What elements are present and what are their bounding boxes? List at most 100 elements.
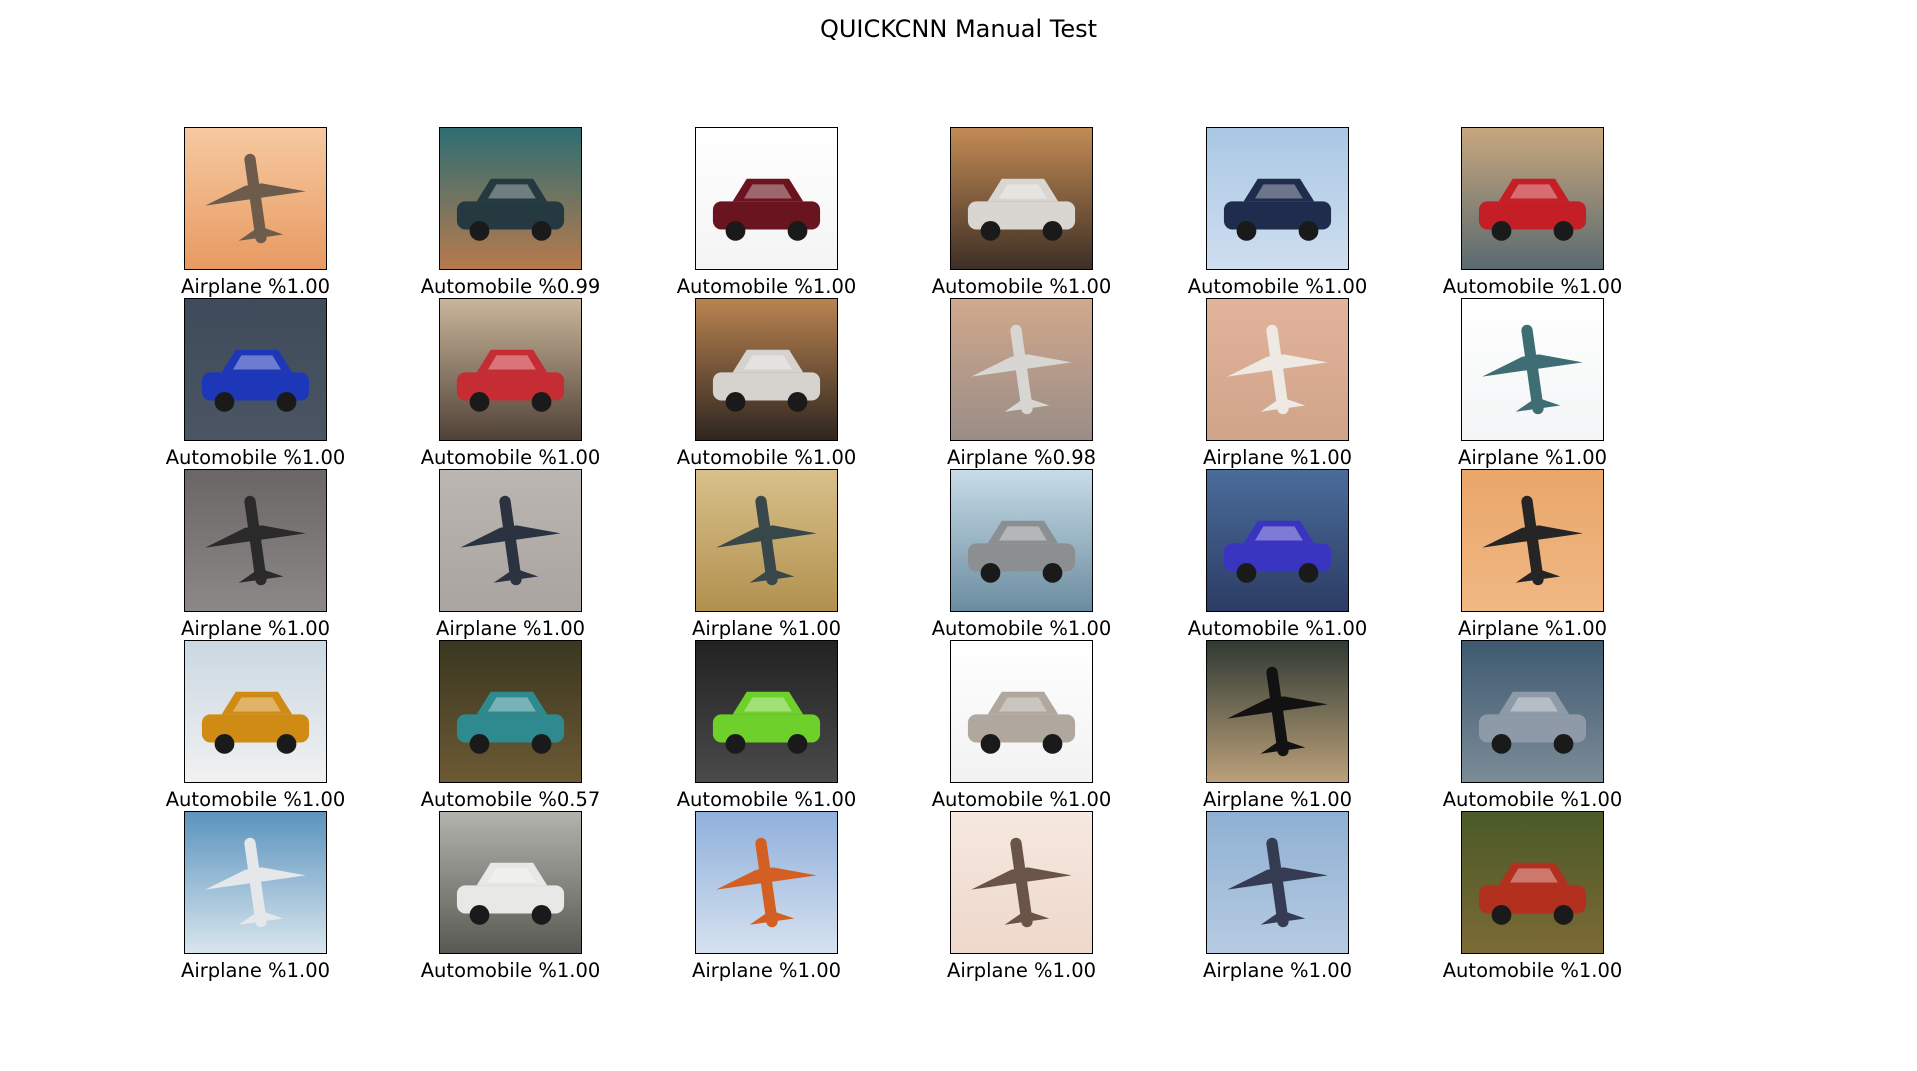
car-shape [967, 691, 1076, 754]
thumbnail-image [950, 640, 1093, 783]
thumbnail-image [695, 469, 838, 612]
thumbnail-image [1206, 127, 1349, 270]
car-shape [1478, 862, 1587, 925]
thumbnail-image [695, 298, 838, 441]
thumbnail-image [184, 469, 327, 612]
grid-cell: Automobile %1.00 [858, 469, 1158, 644]
airplane-shape [971, 324, 1072, 415]
airplane-shape [1227, 324, 1328, 415]
car-shape [712, 178, 821, 241]
grid-cell: Automobile %1.00 [1369, 127, 1669, 302]
car-shape [201, 349, 310, 412]
thumbnail-image [1461, 127, 1604, 270]
grid-cell: Automobile %0.57 [347, 640, 647, 815]
grid-cell: Airplane %1.00 [1114, 811, 1414, 986]
grid-cell: Automobile %1.00 [603, 298, 903, 473]
prediction-label: Airplane %1.00 [1457, 446, 1608, 469]
airplane-shape [716, 495, 817, 586]
thumbnail-image [695, 640, 838, 783]
thumbnail-image [1461, 469, 1604, 612]
car-shape [201, 691, 310, 754]
grid-cell: Airplane %1.00 [92, 469, 392, 644]
grid-cell: Airplane %1.00 [1114, 298, 1414, 473]
thumbnail-image [439, 640, 582, 783]
grid-cell: Airplane %1.00 [1369, 469, 1669, 644]
thumbnail-image [184, 811, 327, 954]
prediction-label: Airplane %1.00 [1202, 446, 1353, 469]
grid-cell: Airplane %0.98 [858, 298, 1158, 473]
thumbnail-image [1206, 640, 1349, 783]
thumbnail-image [1206, 298, 1349, 441]
grid-cell: Automobile %1.00 [1369, 811, 1669, 986]
grid-cell: Automobile %1.00 [1114, 127, 1414, 302]
grid-cell: Automobile %1.00 [92, 640, 392, 815]
grid-cell: Automobile %1.00 [1369, 640, 1669, 815]
airplane-shape [205, 837, 306, 928]
prediction-label: Automobile %1.00 [165, 788, 346, 811]
grid-cell: Airplane %1.00 [603, 811, 903, 986]
prediction-label: Automobile %1.00 [1187, 275, 1368, 298]
grid-cell: Automobile %1.00 [603, 127, 903, 302]
airplane-shape [205, 495, 306, 586]
grid-cell: Automobile %1.00 [858, 127, 1158, 302]
car-shape [456, 178, 565, 241]
prediction-label: Airplane %1.00 [1202, 788, 1353, 811]
thumbnail-image [1206, 811, 1349, 954]
airplane-shape [971, 837, 1072, 928]
grid-cell: Automobile %1.00 [858, 640, 1158, 815]
prediction-label: Airplane %1.00 [691, 959, 842, 982]
prediction-label: Airplane %1.00 [435, 617, 586, 640]
car-shape [456, 349, 565, 412]
car-shape [1223, 520, 1332, 583]
thumbnail-image [1461, 298, 1604, 441]
grid-cell: Automobile %1.00 [347, 298, 647, 473]
prediction-label: Automobile %1.00 [420, 446, 601, 469]
thumbnail-image [695, 811, 838, 954]
thumbnail-image [184, 640, 327, 783]
car-shape [712, 691, 821, 754]
thumbnail-image [1461, 811, 1604, 954]
thumbnail-image [1461, 640, 1604, 783]
prediction-label: Airplane %1.00 [1457, 617, 1608, 640]
thumbnail-image [695, 127, 838, 270]
prediction-label: Automobile %0.99 [420, 275, 601, 298]
grid-cell: Airplane %1.00 [92, 811, 392, 986]
prediction-label: Airplane %1.00 [180, 617, 331, 640]
grid-cell: Automobile %0.99 [347, 127, 647, 302]
thumbnail-image [1206, 469, 1349, 612]
grid-cell: Airplane %1.00 [603, 469, 903, 644]
thumbnail-image [439, 298, 582, 441]
airplane-shape [716, 837, 817, 928]
prediction-label: Automobile %1.00 [931, 788, 1112, 811]
prediction-label: Automobile %1.00 [1442, 788, 1623, 811]
grid-cell: Automobile %1.00 [92, 298, 392, 473]
airplane-shape [205, 153, 306, 244]
airplane-shape [460, 495, 561, 586]
prediction-label: Airplane %1.00 [1202, 959, 1353, 982]
thumbnail-image [950, 298, 1093, 441]
thumbnail-image [184, 127, 327, 270]
car-shape [1478, 178, 1587, 241]
prediction-label: Airplane %1.00 [946, 959, 1097, 982]
car-shape [967, 520, 1076, 583]
prediction-label: Airplane %1.00 [691, 617, 842, 640]
car-shape [1223, 178, 1332, 241]
prediction-label: Airplane %1.00 [180, 959, 331, 982]
prediction-label: Automobile %0.57 [420, 788, 601, 811]
prediction-label: Automobile %1.00 [165, 446, 346, 469]
prediction-label: Automobile %1.00 [676, 275, 857, 298]
car-shape [456, 691, 565, 754]
airplane-shape [1227, 666, 1328, 757]
grid-cell: Automobile %1.00 [347, 811, 647, 986]
thumbnail-image [950, 469, 1093, 612]
car-shape [712, 349, 821, 412]
grid-cell: Airplane %1.00 [347, 469, 647, 644]
car-shape [967, 178, 1076, 241]
prediction-label: Automobile %1.00 [1442, 275, 1623, 298]
grid-cell: Airplane %1.00 [92, 127, 392, 302]
thumbnail-image [439, 811, 582, 954]
grid-cell: Airplane %1.00 [1114, 640, 1414, 815]
prediction-label: Automobile %1.00 [676, 788, 857, 811]
